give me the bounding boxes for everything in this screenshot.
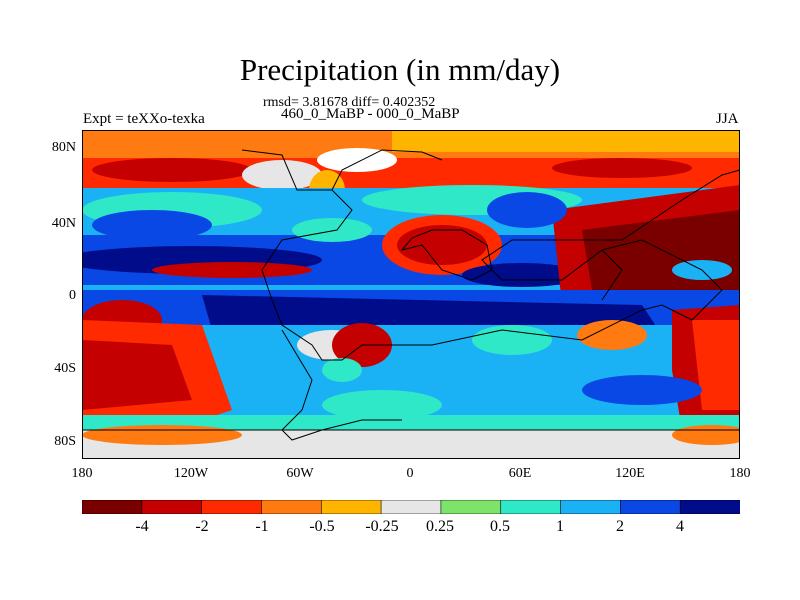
- plot-title: Precipitation (in mm/day): [239, 52, 561, 87]
- y-tick-label: 0: [69, 288, 76, 303]
- colorbar-swatch: [141, 500, 203, 514]
- precipitation-anomaly-map: [82, 130, 740, 459]
- colorbar-label: -0.25: [365, 518, 399, 535]
- colorbar-label: 0.5: [490, 518, 510, 535]
- colorbar-swatch: [201, 500, 263, 514]
- colorbar-swatch: [380, 500, 442, 514]
- x-tick-label: 120E: [615, 466, 645, 481]
- x-tick-label: 180: [71, 466, 93, 481]
- colorbar-swatch: [320, 500, 382, 514]
- x-tick-label: 120W: [173, 466, 209, 481]
- colorbar-swatch: [679, 500, 740, 514]
- colorbar-label: -0.5: [309, 518, 335, 535]
- colorbar: [82, 500, 740, 514]
- y-tick-label: 40S: [54, 361, 76, 376]
- x-tick-label: 60W: [286, 466, 314, 481]
- map-frame: [82, 130, 740, 459]
- colorbar-label: -2: [195, 518, 209, 535]
- colorbar-swatch: [500, 500, 562, 514]
- stats-text: rmsd= 3.81678 diff= 0.402352: [263, 95, 436, 110]
- colorbar-label: -1: [255, 518, 269, 535]
- x-tick-label: 0: [406, 466, 414, 481]
- colorbar-label: 0.25: [426, 518, 454, 535]
- continent-outlines: [82, 149, 740, 441]
- colorbar-label: 1: [556, 518, 564, 535]
- colorbar-swatch: [440, 500, 502, 514]
- colorbar-swatch: [261, 500, 323, 514]
- experiment-label: Expt = teXXo-texka: [83, 111, 205, 127]
- colorbar-label: 4: [676, 518, 684, 535]
- season-label: JJA: [716, 111, 739, 127]
- y-tick-label: 80N: [51, 140, 76, 155]
- y-tick-label: 80S: [54, 434, 76, 449]
- colorbar-label: -4: [135, 518, 149, 535]
- colorbar-swatch: [82, 500, 143, 514]
- colorbar-swatch: [560, 500, 622, 514]
- plot-subtitle: 460_0_MaBP - 000_0_MaBP: [281, 106, 460, 122]
- x-tick-label: 180: [729, 466, 751, 481]
- x-tick-label: 60E: [508, 466, 532, 481]
- colorbar-swatch: [620, 500, 681, 514]
- colorbar-label: 2: [616, 518, 624, 535]
- y-tick-label: 40N: [51, 216, 76, 231]
